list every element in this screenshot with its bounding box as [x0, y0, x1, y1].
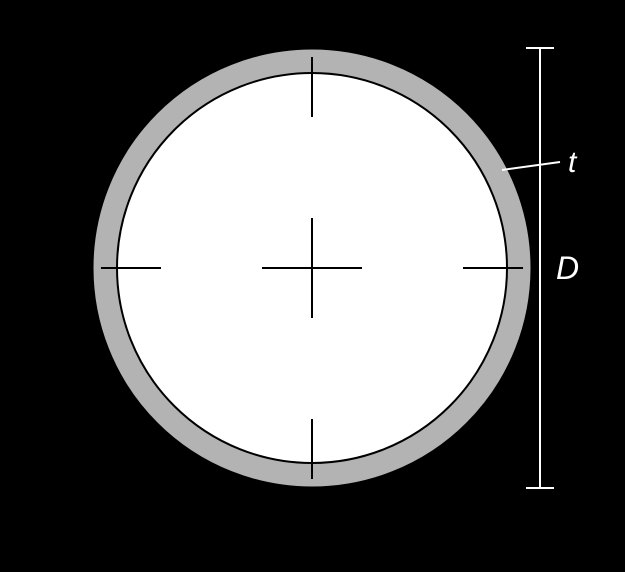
dimension-diameter: D [526, 48, 579, 488]
thickness-leader-line [502, 162, 560, 170]
cross-section-diagram: D t [0, 0, 625, 572]
dimension-d-label: D [556, 250, 579, 286]
dimension-t-label: t [568, 146, 578, 179]
